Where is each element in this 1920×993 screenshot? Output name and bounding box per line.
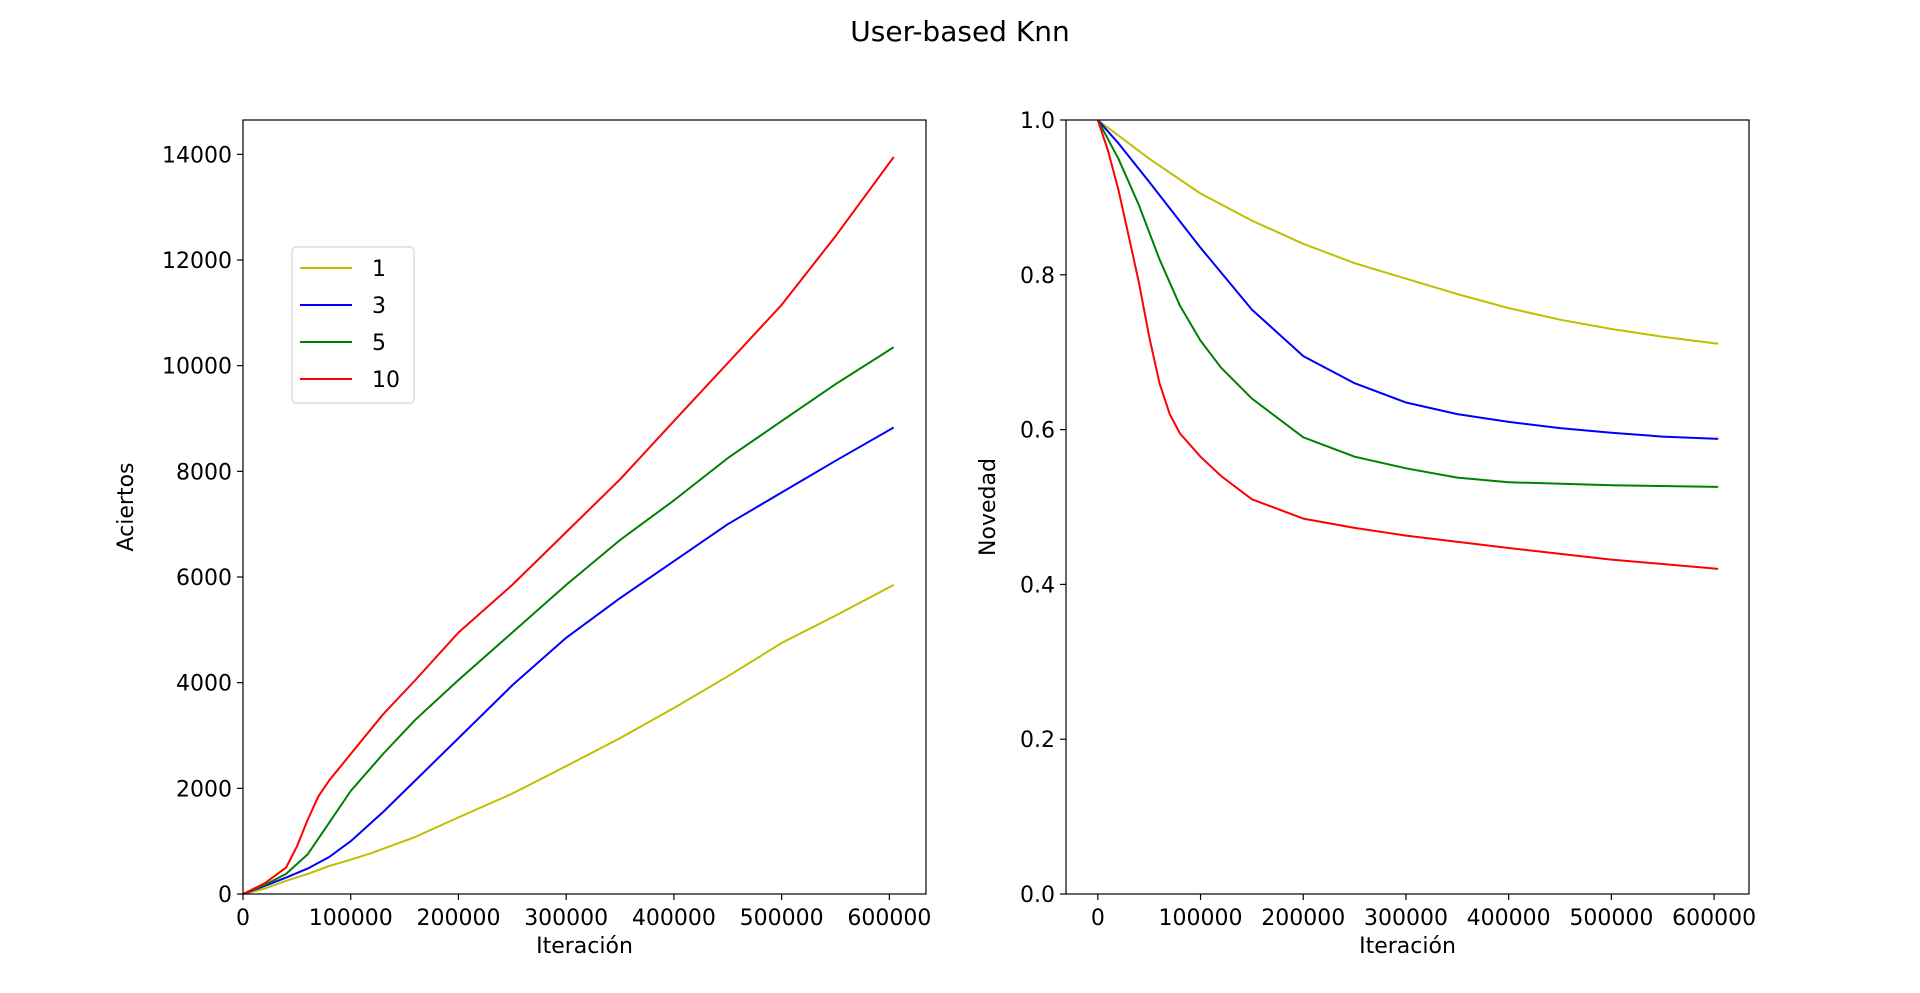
legend-box [291, 246, 415, 404]
series-line-5 [242, 346, 895, 895]
plot-frame [242, 119, 927, 895]
legend-label-5: 5 [372, 331, 386, 356]
plot-frame [1065, 119, 1750, 895]
y-tick-label: 2000 [176, 777, 232, 802]
chart-panel-novedad: 0 100000 200000 300000 400000 500000 600000 0.0… [976, 109, 1756, 959]
series-line-1 [1097, 119, 1719, 345]
x-tick-label: 100000 [309, 906, 393, 931]
figure-title: User-based Knn [850, 15, 1069, 48]
x-tick-label: 100000 [1159, 906, 1243, 931]
y-tick-label: 0.0 [1020, 883, 1055, 908]
y-tick-label: 0.2 [1020, 728, 1055, 753]
x-tick-label: 600000 [847, 906, 931, 931]
y-tick-label: 0.4 [1020, 573, 1055, 598]
x-tick-label: 300000 [1364, 906, 1448, 931]
y-tick-label: 0.6 [1020, 419, 1055, 444]
legend-label-1: 1 [372, 257, 386, 282]
series-line-3 [242, 426, 895, 895]
y-tick-label: 0.8 [1020, 264, 1055, 289]
series-line-10 [1096, 119, 1719, 570]
chart-panel-aciertos: 0 100000 200000 300000 400000 500000 600000 0 20… [114, 119, 931, 959]
x-tick-label: 200000 [416, 906, 500, 931]
x-tick-label: 200000 [1261, 906, 1345, 931]
y-tick-label: 14000 [162, 143, 232, 168]
x-tick-label: 500000 [1569, 906, 1653, 931]
legend-label-3: 3 [372, 294, 386, 319]
y-tick-label: 12000 [162, 249, 232, 274]
y-tick-label: 10000 [162, 355, 232, 380]
legend-label-10: 10 [372, 368, 400, 393]
x-tick-label: 300000 [524, 906, 608, 931]
y-tick-label: 1.0 [1020, 109, 1055, 134]
x-tick-label: 0 [236, 906, 250, 931]
series-line-10 [242, 156, 895, 895]
x-tick-label: 500000 [740, 906, 824, 931]
x-tick-label: 400000 [1467, 906, 1551, 931]
x-axis-label: Iteración [536, 934, 633, 959]
x-tick-label: 600000 [1672, 906, 1756, 931]
y-tick-label: 4000 [176, 672, 232, 697]
x-tick-label: 0 [1091, 906, 1105, 931]
x-tick-label: 400000 [632, 906, 716, 931]
series-line-3 [1097, 119, 1719, 440]
series-line-1 [242, 584, 895, 895]
y-axis-label: Aciertos [114, 463, 139, 552]
legend: 1 3 5 10 [291, 246, 415, 404]
y-tick-label: 6000 [176, 566, 232, 591]
series-line-5 [1096, 119, 1719, 488]
x-axis-label: Iteración [1359, 934, 1456, 959]
y-axis-label: Novedad [976, 458, 1001, 556]
y-tick-label: 8000 [176, 460, 232, 485]
y-tick-label: 0 [218, 883, 232, 908]
